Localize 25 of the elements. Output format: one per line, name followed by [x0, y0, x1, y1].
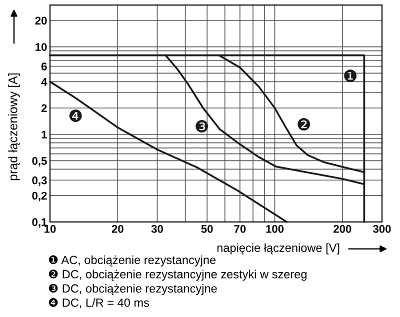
- x-tick-label: 30: [151, 224, 163, 233]
- x-tick-label: 200: [334, 224, 352, 233]
- y-tick-label: 10: [36, 43, 47, 51]
- x-axis-title: napięcie łączeniowe [V]: [217, 243, 340, 254]
- series-label: ❹: [69, 109, 82, 122]
- text: ❹ DC, L/R = 40 ms: [48, 298, 150, 308]
- y-tick-label: 4: [41, 78, 48, 86]
- y-tick-label: 0,5: [32, 156, 47, 166]
- text: ❶ AC, obciążenie rezystancyjne: [48, 255, 216, 266]
- y-tick-label: 0,3: [32, 176, 47, 186]
- x-tick-label: 50: [201, 224, 213, 233]
- x-tick-label: 20: [112, 224, 124, 233]
- x-tick-label: 70: [234, 224, 246, 233]
- y-tick-label: 0,2: [32, 192, 47, 202]
- y-tick-label: 6: [41, 62, 47, 70]
- y-axis-title: prąd łączeniowy [A]: [8, 73, 20, 180]
- y-tick-label: 20: [35, 16, 47, 25]
- series-label: ❷: [298, 118, 310, 131]
- text: ❸ DC, obciążenie rezystancyjne: [48, 284, 217, 296]
- y-tick-label: 1: [42, 130, 47, 138]
- x-tick-label: 300: [372, 224, 391, 233]
- text: ❷ DC, obciążenie rezystancyjne zestyki w szereg: [48, 270, 306, 281]
- x-tick-label: 100: [266, 224, 284, 233]
- y-tick-label: 0,1: [32, 218, 47, 228]
- y-tick-label: 2: [41, 104, 47, 112]
